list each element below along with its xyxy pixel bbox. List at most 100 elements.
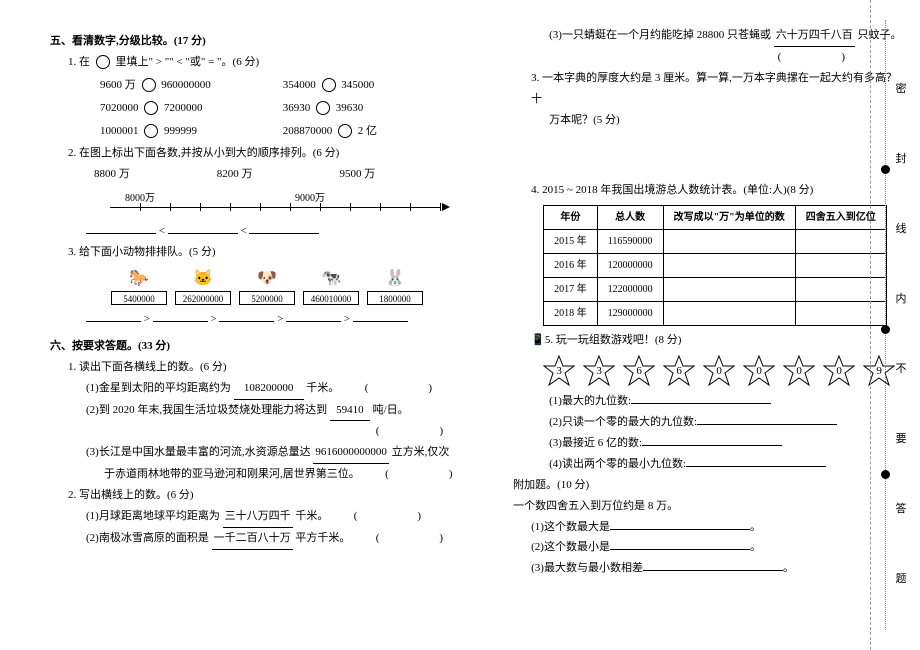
table-cell: 2015 年 <box>544 230 598 254</box>
tick <box>230 203 231 211</box>
text: (1)这个数最大是 <box>531 521 610 533</box>
answer-paren[interactable] <box>331 506 421 527</box>
answer-paren[interactable] <box>755 47 845 68</box>
margin-char: 答 <box>896 500 907 516</box>
blank[interactable] <box>686 466 826 467</box>
animal-item: 🐱262000000 <box>174 267 232 305</box>
axis-line <box>110 207 440 208</box>
tick <box>200 203 201 211</box>
text: (3)最大数与最小数相差 <box>531 562 643 574</box>
text: 于赤道雨林地带的亚马逊河和刚果河,居世界第三位。 <box>104 468 360 480</box>
table-cell: 2016 年 <box>544 254 598 278</box>
cmp-val: 2 亿 <box>358 125 377 137</box>
num-label: 8200 万 <box>217 164 337 185</box>
blank[interactable] <box>353 321 408 322</box>
star-item: 3 <box>583 355 615 387</box>
blank-circle-icon <box>96 55 110 69</box>
cmp-val: 345000 <box>341 79 374 91</box>
order-blanks: > > > > <box>50 309 483 330</box>
margin-char: 要 <box>896 430 907 446</box>
animals-row: 🐎5400000🐱262000000🐶5200000🐄460010000🐰180… <box>50 267 483 305</box>
q6-5-4: (4)读出两个零的最小九位数: <box>513 454 905 475</box>
worksheet-page: 五、看清数字,分级比较。(17 分) 1. 在 里填上" > "" < "或" … <box>0 0 920 594</box>
blank[interactable] <box>153 321 208 322</box>
margin-char: 内 <box>896 290 907 306</box>
answer-line <box>50 421 483 442</box>
extra-intro: 一个数四舍五入到万位约是 8 万。 <box>513 496 905 517</box>
cmp-val: 999999 <box>164 125 197 137</box>
blank[interactable] <box>631 403 771 404</box>
text: 5. 玩一玩组数游戏吧！(8 分) <box>545 334 682 346</box>
compare-row: 1000001 999999 208870000 2 亿 <box>50 121 483 142</box>
table-cell: 120000000 <box>597 254 663 278</box>
q6-1-1: (1)金星到太阳的平均距离约为 108200000 千米。 <box>50 378 483 400</box>
blank[interactable] <box>286 321 341 322</box>
blank[interactable] <box>697 424 837 425</box>
scissor-dot-icon <box>881 470 890 479</box>
animal-icon: 🐰 <box>376 267 414 291</box>
blank-circle-icon <box>144 101 158 115</box>
blank[interactable] <box>642 445 782 446</box>
text: (1)月球距离地球平均距离为 <box>86 510 220 522</box>
text: (2)南极冰雪高原的面积是 <box>86 532 209 544</box>
animal-icon: 🐄 <box>312 267 350 291</box>
q6-3b: 万本呢？(5 分) <box>513 110 905 131</box>
underlined-num: 六十万四千八百 <box>774 25 855 47</box>
blank[interactable] <box>610 529 750 530</box>
animal-number: 5400000 <box>111 291 167 305</box>
tick <box>320 203 321 211</box>
answer-paren[interactable] <box>353 528 443 549</box>
q6-2-3: (3)一只蜻蜓在一个月约能吃掉 28800 只苍蝇或 六十万四千八百 只蚊子。 <box>513 25 905 47</box>
blank[interactable] <box>219 321 274 322</box>
star-number: 6 <box>676 361 682 382</box>
q6-1-3: (3)长江是中国水量最丰富的河流,水资源总量达 9616000000000 立方… <box>50 442 483 464</box>
star-item: 0 <box>823 355 855 387</box>
order-blanks: < < <box>50 221 483 242</box>
blank-circle-icon <box>322 78 336 92</box>
cmp-val: 1000001 <box>100 125 139 137</box>
text: 立方米,仅次 <box>392 446 450 458</box>
text: 吨/日。 <box>373 404 409 416</box>
table-header: 年份 <box>544 206 598 230</box>
q6-3: 3. 一本字典的厚度大约是 3 厘米。算一算,一万本字典摞在一起大约有多高？十 <box>513 68 905 110</box>
table-cell <box>663 278 795 302</box>
q6-2-1: (1)月球距离地球平均距离为 三十八万四千 千米。 <box>50 506 483 528</box>
blank[interactable] <box>86 321 141 322</box>
table-row: 2017 年122000000 <box>544 278 887 302</box>
compare-row: 7020000 7200000 36930 39630 <box>50 98 483 119</box>
margin-char: 封 <box>896 150 907 166</box>
blank[interactable] <box>86 233 156 234</box>
blank-circle-icon <box>316 101 330 115</box>
underlined-num: 59410 <box>330 400 370 422</box>
number-line: 8000万 9000万 <box>110 189 450 219</box>
blank[interactable] <box>610 549 750 550</box>
q5-3-title: 3. 给下面小动物排排队。(5 分) <box>50 242 483 263</box>
tick <box>140 203 141 211</box>
blank[interactable] <box>249 233 319 234</box>
table-cell: 2017 年 <box>544 278 598 302</box>
blank[interactable] <box>168 233 238 234</box>
answer-paren[interactable] <box>363 464 453 485</box>
num-label: 8800 万 <box>94 164 214 185</box>
q6-5-3: (3)最接近 6 亿的数: <box>513 433 905 454</box>
star-item: 6 <box>623 355 655 387</box>
cmp-val: 7020000 <box>100 102 139 114</box>
table-cell <box>663 230 795 254</box>
cmp-val: 7200000 <box>164 102 203 114</box>
animal-item: 🐰1800000 <box>366 267 424 305</box>
q6-5: 📱5. 玩一玩组数游戏吧！(8 分) <box>513 330 905 351</box>
answer-paren[interactable] <box>353 421 443 442</box>
text: (3)一只蜻蜓在一个月约能吃掉 28800 只苍蝇或 <box>549 29 771 41</box>
binding-margin: 密封线内不要答题 <box>870 0 920 650</box>
cmp-val: 960000000 <box>161 79 211 91</box>
blank[interactable] <box>643 570 783 571</box>
tick <box>290 203 291 211</box>
animal-icon: 🐶 <box>248 267 286 291</box>
answer-paren[interactable] <box>342 378 432 399</box>
text: 千米。 <box>295 510 328 522</box>
animal-number: 5200000 <box>239 291 295 305</box>
animal-number: 1800000 <box>367 291 423 305</box>
table-cell <box>663 254 795 278</box>
section5-title: 五、看清数字,分级比较。(17 分) <box>50 31 483 52</box>
margin-char: 不 <box>896 360 907 376</box>
